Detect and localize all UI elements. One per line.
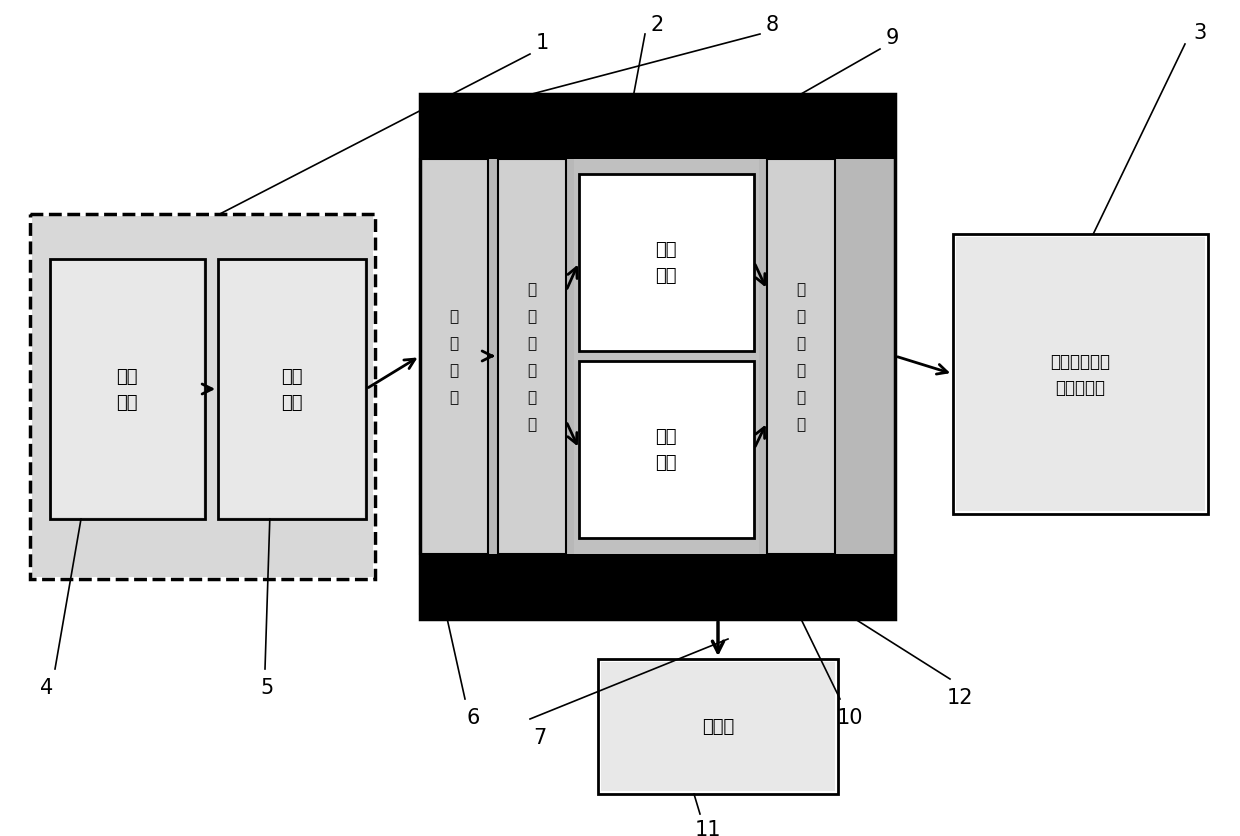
Bar bbox=[579, 175, 754, 352]
Bar bbox=[420, 160, 489, 554]
Text: 9: 9 bbox=[885, 28, 899, 48]
Text: 图像
采集: 图像 采集 bbox=[281, 367, 303, 411]
Bar bbox=[420, 160, 895, 554]
Bar bbox=[420, 95, 895, 619]
Text: 11: 11 bbox=[694, 819, 722, 836]
Text: 8: 8 bbox=[765, 15, 779, 35]
Bar bbox=[954, 235, 1208, 514]
Bar bbox=[32, 217, 373, 578]
Text: 12: 12 bbox=[947, 687, 973, 707]
Text: 3: 3 bbox=[1193, 23, 1207, 43]
Bar bbox=[598, 660, 838, 794]
Bar bbox=[219, 262, 365, 517]
Text: 7: 7 bbox=[533, 727, 547, 747]
Bar bbox=[768, 160, 835, 554]
Text: 数
据
输
出
接
口: 数 据 输 出 接 口 bbox=[796, 282, 806, 431]
Text: 2: 2 bbox=[650, 15, 663, 35]
Text: 直径
测量: 直径 测量 bbox=[655, 427, 677, 472]
Bar bbox=[579, 361, 754, 538]
Text: 10: 10 bbox=[837, 707, 863, 727]
Text: 光学
系统: 光学 系统 bbox=[117, 367, 138, 411]
Text: 6: 6 bbox=[466, 707, 480, 727]
Text: 1: 1 bbox=[536, 33, 548, 53]
Text: 数
据
采
集: 数 据 采 集 bbox=[449, 308, 459, 405]
Bar bbox=[574, 160, 759, 554]
Bar bbox=[956, 237, 1205, 512]
Bar bbox=[30, 215, 374, 579]
Text: 比色
测温: 比色 测温 bbox=[655, 241, 677, 285]
Text: 4: 4 bbox=[41, 677, 53, 697]
Text: 5: 5 bbox=[260, 677, 274, 697]
Bar bbox=[601, 662, 835, 791]
Bar bbox=[52, 262, 203, 517]
Bar bbox=[50, 260, 205, 519]
Text: 图
像
处
理
模
块: 图 像 处 理 模 块 bbox=[527, 282, 537, 431]
Text: 显示器: 显示器 bbox=[702, 717, 734, 735]
Bar bbox=[420, 554, 895, 619]
Bar bbox=[218, 260, 366, 519]
Text: 工艺优化控制
模块及接口: 工艺优化控制 模块及接口 bbox=[1050, 353, 1110, 397]
Bar bbox=[498, 160, 565, 554]
Bar bbox=[420, 95, 895, 160]
